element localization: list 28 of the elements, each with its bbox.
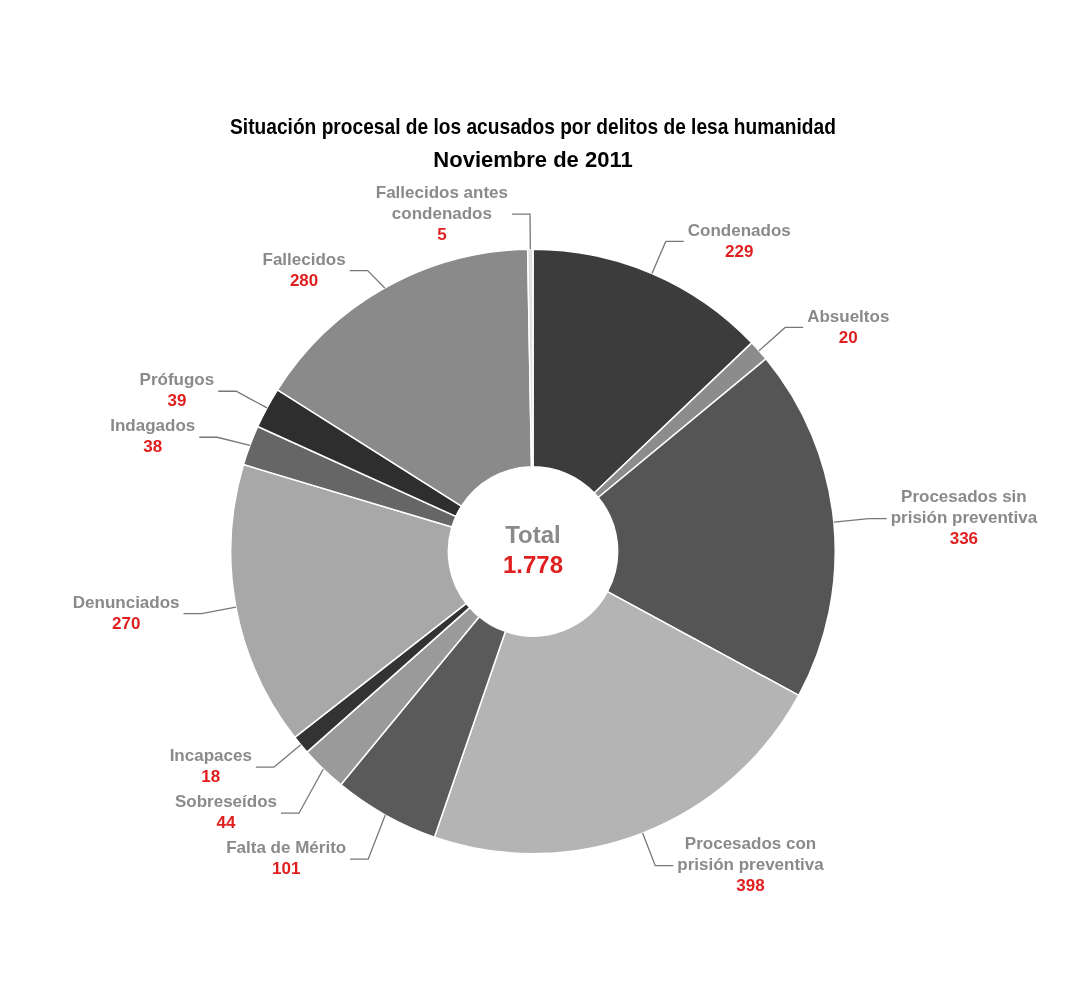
slice-label: Indagados [110, 416, 196, 436]
data-label: 229 [725, 241, 754, 261]
data-label: 398 [736, 876, 765, 896]
slice-label: Falta de Mérito [226, 838, 347, 858]
text: 1.778 [502, 551, 564, 579]
text: Total [505, 521, 561, 549]
slice-label: Prófugos [139, 370, 215, 390]
slice-label: Fallecidos [262, 249, 346, 269]
slice-label: Sobreseídos [174, 792, 277, 812]
data-label: 101 [272, 859, 301, 879]
slice-label: Incapaces [169, 746, 252, 766]
data-label: 280 [289, 270, 319, 290]
data-label: 5 [437, 224, 447, 244]
chart-subtitle: Noviembre de 2011 [433, 146, 633, 172]
data-label: 39 [167, 391, 187, 411]
data-label: 18 [201, 767, 221, 787]
slice-label: Absueltos [807, 306, 890, 326]
data-label: 44 [216, 813, 236, 833]
data-label: 20 [838, 327, 858, 347]
slice-label: Procesados sin prisión preventiva [890, 487, 1038, 528]
data-label: 38 [143, 437, 163, 457]
data-label: 336 [949, 529, 979, 549]
chart-title: Situación procesal de los acusados por delitos de lesa humanidad [230, 114, 836, 139]
slice-label: Fallecidos antes condenados [375, 182, 509, 223]
slice-label: Procesados con prisión preventiva [677, 834, 825, 875]
slice-label: Denunciados [72, 592, 180, 612]
data-label: 270 [111, 613, 141, 633]
slice-label: Condenados [687, 220, 791, 240]
